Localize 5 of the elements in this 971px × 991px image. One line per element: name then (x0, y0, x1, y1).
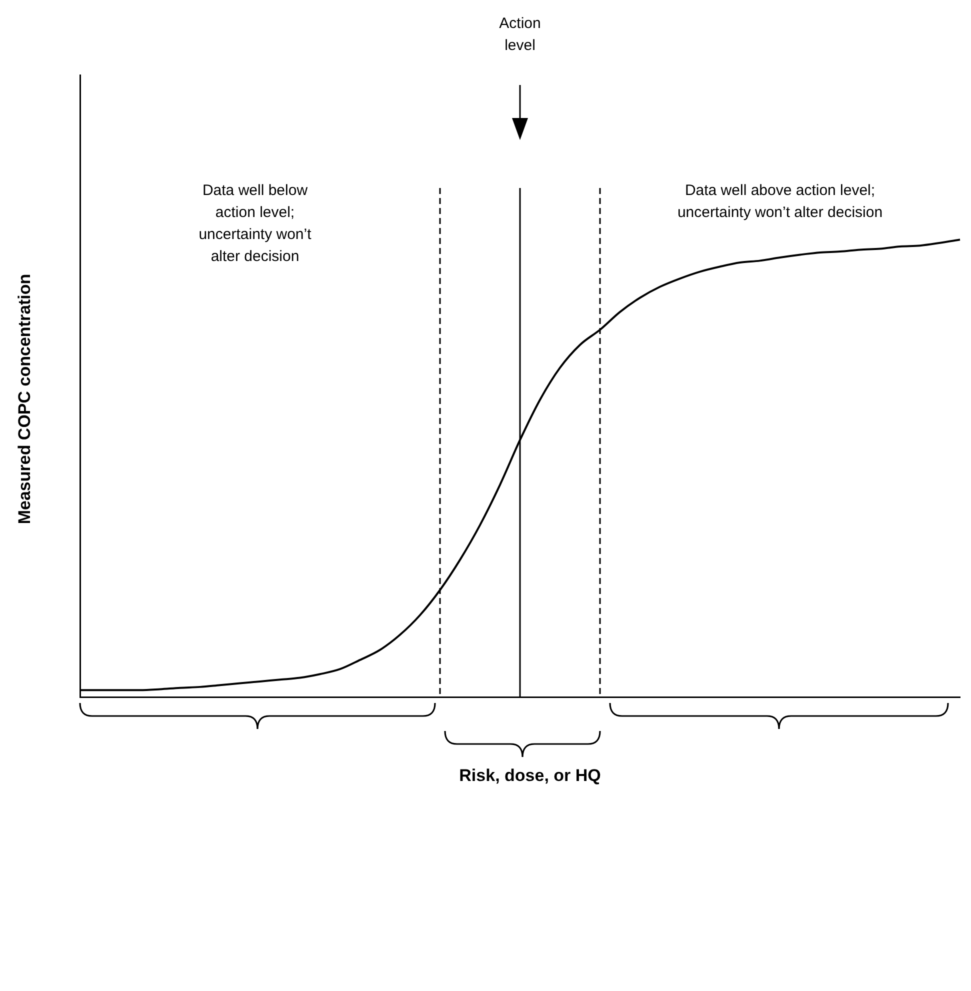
text: Data well above action level; uncertainty won’t alter decision (677, 182, 883, 221)
y-axis-title: Measured COPC concentration (15, 274, 34, 524)
annotation: Data well below action level; uncertainty won’t alter decision (198, 182, 312, 265)
x-axis-title: Risk, dose, or HQ (459, 766, 601, 785)
text: Action level (499, 15, 541, 54)
